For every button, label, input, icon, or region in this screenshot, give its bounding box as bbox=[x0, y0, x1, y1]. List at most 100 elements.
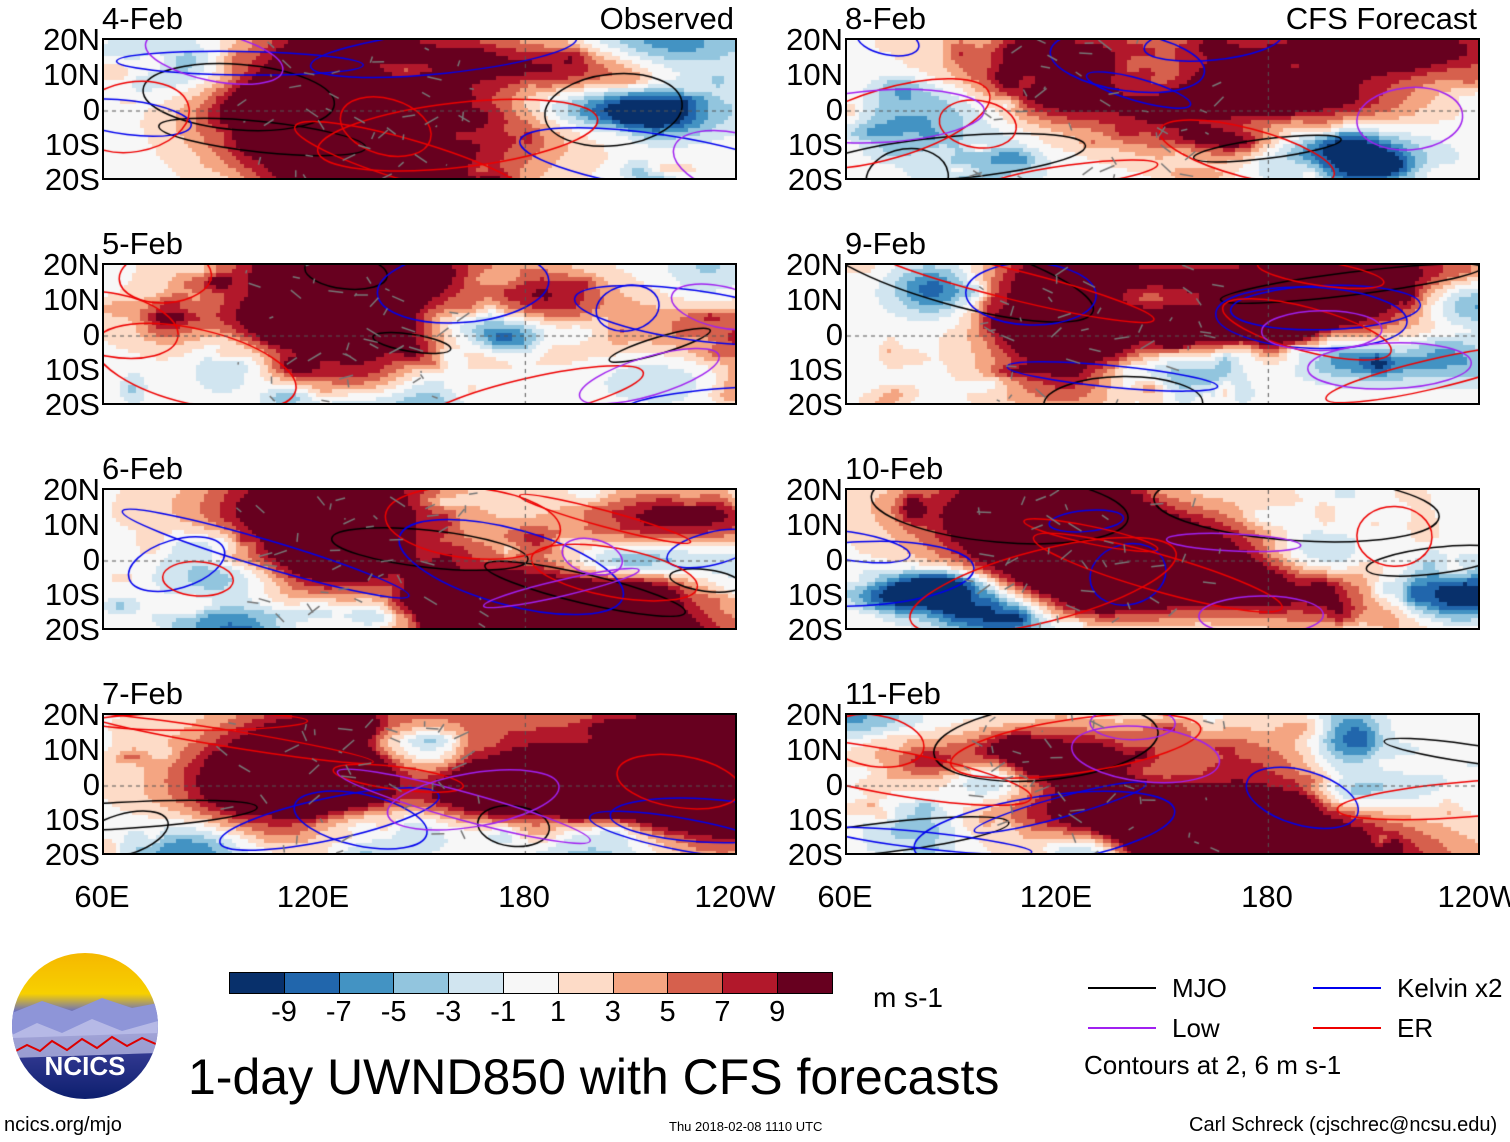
credit: Carl Schreck (cjschrec@ncsu.edu) bbox=[1189, 1114, 1498, 1136]
x-tick-label: 60E bbox=[74, 879, 130, 914]
y-tick-label: 20S bbox=[787, 837, 843, 872]
y-tick-label: 20N bbox=[786, 247, 843, 282]
colorbar-swatch bbox=[448, 972, 504, 994]
y-tick-label: 10S bbox=[787, 802, 843, 837]
site-link[interactable]: ncics.org/mjo bbox=[4, 1114, 122, 1136]
y-tick-label: 20N bbox=[43, 22, 100, 57]
y-tick-label: 0 bbox=[82, 92, 100, 127]
colorbar-swatch bbox=[667, 972, 724, 994]
y-tick-label: 0 bbox=[825, 542, 843, 577]
y-tick-label: 10N bbox=[786, 57, 843, 92]
colorbar-tick-label: -5 bbox=[380, 996, 407, 1028]
panel-date: 10-Feb bbox=[845, 451, 944, 486]
y-tick-label: 10S bbox=[44, 577, 100, 612]
legend-line-kelvin-x2 bbox=[1313, 987, 1381, 989]
y-tick-label: 10S bbox=[787, 577, 843, 612]
y-tick-label: 10N bbox=[786, 507, 843, 542]
y-tick-label: 20S bbox=[44, 837, 100, 872]
y-tick-label: 20S bbox=[44, 162, 100, 197]
y-tick-label: 20N bbox=[43, 697, 100, 732]
x-tick-label: 120E bbox=[1019, 879, 1093, 914]
panel-date: 8-Feb bbox=[845, 1, 926, 36]
timestamp: Thu 2018-02-08 1110 UTC bbox=[669, 1119, 823, 1134]
y-tick-label: 0 bbox=[825, 317, 843, 352]
wind-field bbox=[104, 265, 735, 403]
legend-label: ER bbox=[1397, 1013, 1434, 1043]
wind-field bbox=[104, 40, 735, 178]
y-tick-label: 0 bbox=[82, 767, 100, 802]
colorbar-swatch bbox=[722, 972, 778, 994]
colorbar-tick-label: -3 bbox=[435, 996, 462, 1028]
units-label: m s-1 bbox=[873, 982, 943, 1013]
column-label: Observed bbox=[599, 1, 734, 36]
colorbar-swatch bbox=[777, 972, 833, 994]
colorbar-swatch bbox=[393, 972, 450, 994]
panel-date: 7-Feb bbox=[102, 676, 183, 711]
contour-note: Contours at 2, 6 m s-1 bbox=[1084, 1050, 1342, 1080]
y-tick-label: 20N bbox=[786, 697, 843, 732]
x-tick-label: 60E bbox=[817, 879, 873, 914]
map-panel bbox=[845, 263, 1480, 405]
wind-field bbox=[847, 40, 1478, 178]
colorbar-tick-label: 1 bbox=[549, 996, 567, 1028]
y-tick-label: 20N bbox=[43, 472, 100, 507]
panel-date: 5-Feb bbox=[102, 226, 183, 261]
y-tick-label: 20S bbox=[787, 162, 843, 197]
y-tick-label: 0 bbox=[82, 542, 100, 577]
logo-mountains-icon: NCICS bbox=[12, 998, 158, 1081]
y-tick-label: 0 bbox=[825, 92, 843, 127]
y-tick-label: 10N bbox=[786, 282, 843, 317]
y-tick-label: 20S bbox=[787, 612, 843, 647]
y-tick-label: 10S bbox=[44, 352, 100, 387]
x-tick-label: 180 bbox=[1241, 879, 1293, 914]
y-tick-label: 10S bbox=[44, 127, 100, 162]
colorbar-swatch bbox=[283, 972, 340, 994]
wind-field bbox=[847, 265, 1478, 403]
y-tick-label: 10S bbox=[787, 352, 843, 387]
map-panel bbox=[845, 488, 1480, 630]
x-tick-label: 120W bbox=[694, 879, 776, 914]
y-tick-label: 20N bbox=[43, 247, 100, 282]
colorbar-swatch bbox=[338, 972, 395, 994]
map-panel bbox=[845, 38, 1480, 180]
y-tick-label: 10N bbox=[43, 57, 100, 92]
column-label: CFS Forecast bbox=[1285, 1, 1477, 36]
y-tick-label: 10S bbox=[787, 127, 843, 162]
colorbar-tick-label: -7 bbox=[325, 996, 352, 1028]
y-tick-label: 10N bbox=[43, 507, 100, 542]
y-tick-label: 20S bbox=[44, 612, 100, 647]
colorbar-tick-label: -9 bbox=[271, 996, 297, 1028]
x-tick-label: 180 bbox=[498, 879, 550, 914]
y-tick-label: 20S bbox=[787, 387, 843, 422]
y-tick-label: 20N bbox=[786, 22, 843, 57]
colorbar-tick-label: 3 bbox=[604, 996, 621, 1028]
colorbar-tick-label: -1 bbox=[490, 996, 517, 1028]
panel-date: 11-Feb bbox=[845, 676, 941, 711]
x-tick-label: 120E bbox=[276, 879, 350, 914]
y-tick-label: 0 bbox=[82, 317, 100, 352]
wind-field bbox=[104, 715, 735, 853]
legend-label: Low bbox=[1172, 1013, 1220, 1043]
colorbar-swatch bbox=[229, 972, 285, 994]
y-tick-label: 20S bbox=[44, 387, 100, 422]
y-tick-label: 10N bbox=[43, 282, 100, 317]
colorbar-swatch bbox=[503, 972, 559, 994]
panel-date: 6-Feb bbox=[102, 451, 183, 486]
wind-field bbox=[847, 715, 1478, 853]
svg-text:NCICS: NCICS bbox=[45, 1051, 126, 1081]
y-tick-label: 10S bbox=[44, 802, 100, 837]
y-tick-label: 20N bbox=[786, 472, 843, 507]
panel-date: 4-Feb bbox=[102, 1, 183, 36]
legend-label: MJO bbox=[1172, 973, 1227, 1003]
colorbar-tick-label: 9 bbox=[769, 996, 786, 1028]
colorbar-tick-label: 7 bbox=[714, 996, 731, 1028]
map-panel bbox=[845, 713, 1480, 855]
wind-field bbox=[847, 490, 1478, 628]
map-panel bbox=[102, 263, 737, 405]
map-panel bbox=[102, 713, 737, 855]
y-tick-label: 0 bbox=[825, 767, 843, 802]
y-tick-label: 10N bbox=[786, 732, 843, 767]
legend-line-low bbox=[1088, 1027, 1156, 1029]
colorbar-swatch bbox=[557, 972, 614, 994]
x-tick-label: 120W bbox=[1437, 879, 1510, 914]
